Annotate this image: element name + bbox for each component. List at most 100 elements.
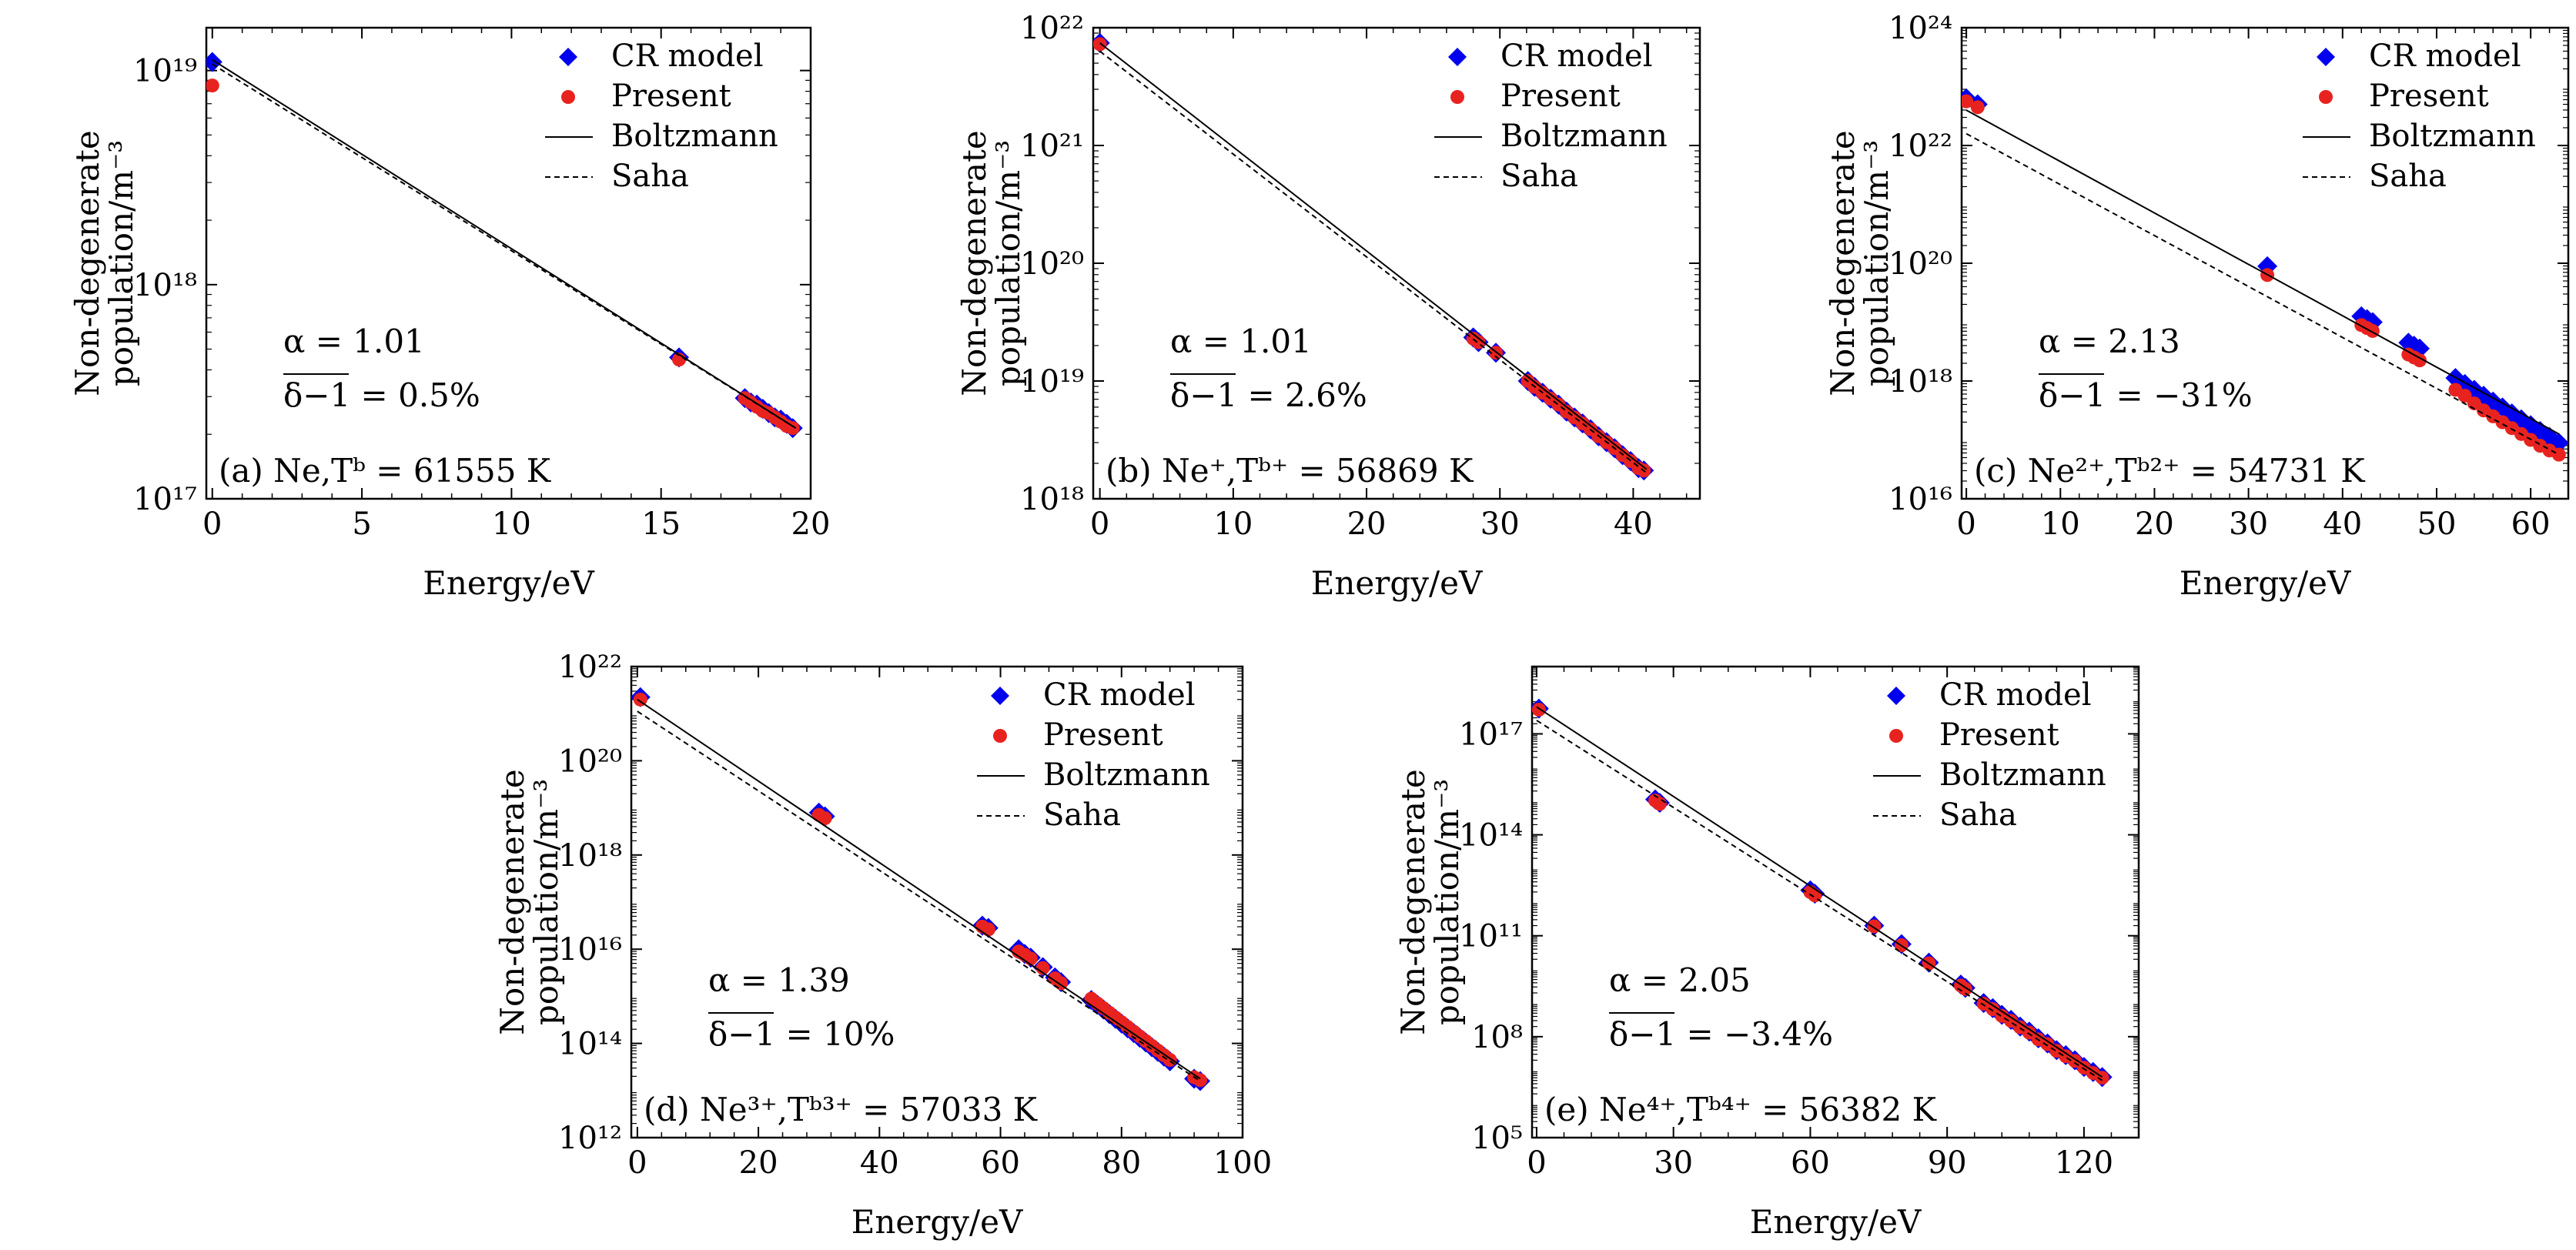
x-tick-label: 20 <box>1347 506 1387 542</box>
x-tick-label: 10 <box>492 506 531 542</box>
legend-label: Saha <box>1043 797 1121 833</box>
legend: CR model Present Boltzmann Saha <box>1434 38 1668 194</box>
y-tick-label: 10¹⁸ <box>133 268 197 303</box>
legend-marker-diamond <box>2317 48 2335 66</box>
legend-label: CR model <box>1043 677 1196 713</box>
y-tick-label: 10¹² <box>558 1121 622 1156</box>
series-line-boltzmann <box>637 699 1201 1080</box>
plot-frame <box>630 665 1244 1139</box>
legend-label: Boltzmann <box>1043 757 1210 793</box>
x-tick-label: 50 <box>2417 506 2457 542</box>
y-tick-label: 10¹⁴ <box>558 1027 622 1062</box>
panel-label: (a) Ne,Tᵇ = 61555 K <box>219 452 552 490</box>
x-tick-label: 20 <box>739 1145 778 1181</box>
x-tick-label: 40 <box>1614 506 1653 542</box>
y-axis-title-line2: population/m⁻³ <box>102 140 140 386</box>
x-tick-label: 40 <box>860 1145 899 1181</box>
legend-marker-circle <box>993 729 1007 743</box>
y-tick-label: 10²⁰ <box>558 744 622 779</box>
legend-label: Boltzmann <box>611 119 778 154</box>
x-tick-label: 60 <box>1791 1145 1830 1181</box>
x-tick-label: 100 <box>1213 1145 1272 1181</box>
panel-b: 0 10 20 30 40 10¹⁸ 10¹⁹ 10²⁰ 10²¹ 10²² Energy/eV No… <box>955 11 1701 602</box>
x-tick-label: 40 <box>2323 506 2362 542</box>
data-point-cr-model <box>2548 433 2568 453</box>
y-tick-label: 10¹⁸ <box>1889 364 1952 399</box>
x-tick-label: 90 <box>1928 1145 1967 1181</box>
y-tick-label: 10²⁰ <box>1889 246 1952 282</box>
x-tick-label: 60 <box>981 1145 1020 1181</box>
delta-text: δ−1 = −31% <box>2039 376 2253 414</box>
legend-marker-circle <box>1450 90 1464 104</box>
y-tick-label: 10²¹ <box>1020 129 1084 164</box>
annotation: α = 2.05 δ−1 = −3.4% (e) Ne⁴⁺,Tᵇ⁴⁺ = 56382… <box>1544 961 1938 1128</box>
y-axis-title-line1: Non-degenerate <box>69 130 106 396</box>
alpha-text: α = 1.01 <box>1170 323 1312 360</box>
alpha-text: α = 2.13 <box>2039 323 2180 360</box>
series-line-boltzmann <box>212 58 797 429</box>
y-axis-title-line2: population/m⁻³ <box>1428 779 1466 1025</box>
legend-label: Saha <box>611 159 689 194</box>
data-point-present <box>1035 961 1050 975</box>
legend-marker-diamond <box>559 48 577 66</box>
legend-marker-circle <box>561 90 575 104</box>
data-point-present <box>2365 323 2380 338</box>
plot-frame <box>205 26 812 500</box>
x-axis-title: Energy/eV <box>423 564 594 602</box>
data-point-present <box>2095 1071 2109 1085</box>
x-axis-title: Energy/eV <box>2180 564 2351 602</box>
y-axis-title-line1: Non-degenerate <box>1824 130 1862 396</box>
series-present <box>206 79 800 436</box>
legend-marker-diamond <box>991 687 1009 705</box>
y-tick-label: 10¹⁷ <box>1459 717 1523 752</box>
legend-label: Present <box>1939 717 2059 753</box>
series-line-saha <box>637 710 1201 1082</box>
legend: CR model Present Boltzmann Saha <box>1873 677 2106 833</box>
legend-label: Present <box>611 79 731 114</box>
legend: CR model Present Boltzmann Saha <box>545 38 778 194</box>
y-tick-label: 10¹⁶ <box>558 932 622 968</box>
annotation: α = 2.13 δ−1 = −31% (c) Ne²⁺,Tᵇ²⁺ = 54731 … <box>1974 323 2366 490</box>
annotation: α = 1.01 δ−1 = 0.5% (a) Ne,Tᵇ = 61555 K <box>219 323 552 490</box>
data-point-present <box>206 79 219 93</box>
legend-marker-diamond <box>1448 48 1467 66</box>
series-line-boltzmann <box>1965 109 2560 435</box>
y-axis-title-line1: Non-degenerate <box>493 769 531 1035</box>
legend-label: Boltzmann <box>1500 119 1668 154</box>
y-tick-label: 10¹⁷ <box>133 482 197 517</box>
legend: CR model Present Boltzmann Saha <box>977 677 1210 833</box>
legend-label: CR model <box>2369 38 2521 74</box>
x-tick-label: 30 <box>2229 506 2268 542</box>
y-axis-title-line1: Non-degenerate <box>955 130 993 396</box>
y-tick-label: 10¹⁹ <box>1020 364 1084 399</box>
x-tick-label: 0 <box>1956 506 1975 542</box>
x-tick-label: 120 <box>2055 1145 2113 1181</box>
data-point-present <box>1652 797 1667 811</box>
x-tick-label: 5 <box>352 506 371 542</box>
x-tick-label: 15 <box>641 506 681 542</box>
y-axis-title-line2: population/m⁻³ <box>1858 140 1895 386</box>
x-axis-title: Energy/eV <box>851 1203 1023 1241</box>
plot-area <box>631 687 1210 1091</box>
legend-marker-circle <box>1889 729 1903 743</box>
y-tick-label: 10¹⁴ <box>1459 818 1523 854</box>
series-line-boltzmann <box>1099 42 1648 470</box>
x-tick-label: 30 <box>1480 506 1520 542</box>
legend-marker-circle <box>2319 90 2333 104</box>
alpha-text: α = 1.01 <box>283 323 425 360</box>
delta-text: δ−1 = −3.4% <box>1609 1015 1833 1053</box>
x-axis-title: Energy/eV <box>1750 1203 1922 1241</box>
series-line-saha <box>1965 132 2560 456</box>
legend-label: Saha <box>2369 159 2447 194</box>
series-line-saha <box>212 63 797 429</box>
y-tick-label: 10¹⁸ <box>1020 482 1084 517</box>
legend-label: Saha <box>1500 159 1578 194</box>
legend-label: Boltzmann <box>1939 757 2106 793</box>
plot-frame <box>1531 665 2140 1139</box>
panel-label: (c) Ne²⁺,Tᵇ²⁺ = 54731 K <box>1974 452 2366 490</box>
annotation: α = 1.39 δ−1 = 10% (d) Ne³⁺,Tᵇ³⁺ = 57033 K <box>644 961 1039 1128</box>
y-tick-label: 10⁵ <box>1471 1121 1523 1156</box>
alpha-text: α = 2.05 <box>1609 961 1751 999</box>
y-tick-label: 10²² <box>558 650 622 685</box>
